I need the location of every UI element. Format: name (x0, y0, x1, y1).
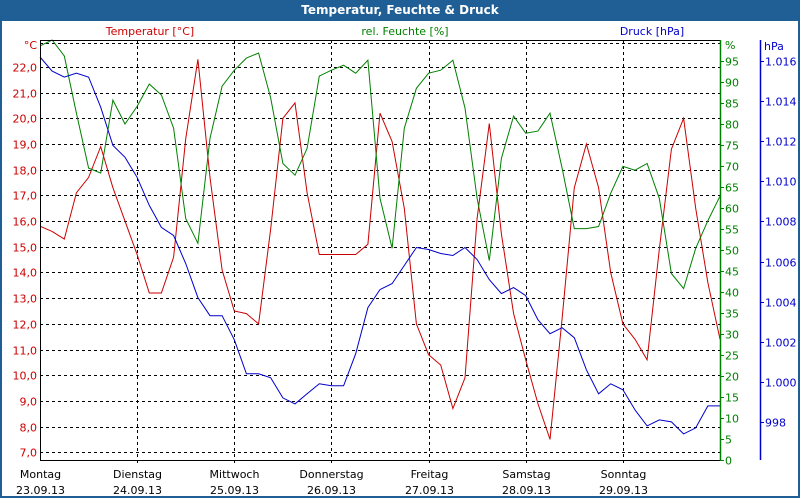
humidity-tick-label: 35 (725, 308, 739, 321)
x-tick-date-label: 25.09.13 (210, 484, 259, 497)
temperature-tick-label: 11,0 (13, 345, 38, 358)
temperature-tick-label: 18,0 (13, 165, 38, 178)
humidity-tick-label: 65 (725, 182, 739, 195)
humidity-unit-label: % (725, 39, 735, 52)
x-tick-day-label: Mittwoch (210, 468, 260, 481)
x-tick-date-label: 23.09.13 (16, 484, 65, 497)
temperature-tick-label: 17,0 (13, 190, 38, 203)
humidity-tick-label: 30 (725, 329, 739, 342)
humidity-tick-label: 5 (725, 434, 732, 447)
x-tick-day-label: Freitag (411, 468, 449, 481)
pressure-tick-label: 1.012 (765, 136, 797, 149)
humidity-axis-title: rel. Feuchte [%] (361, 25, 448, 38)
humidity-tick-label: 45 (725, 266, 739, 279)
temperature-tick-label: 21,0 (13, 88, 38, 101)
temperature-tick-label: 13,0 (13, 293, 38, 306)
temperature-tick-label: 10,0 (13, 370, 38, 383)
humidity-tick-label: 90 (725, 77, 739, 90)
series-line-pressure (39, 56, 720, 435)
temperature-tick-label: 8,0 (20, 422, 38, 435)
x-tick-date-label: 28.09.13 (502, 484, 551, 497)
pressure-unit-label: hPa (764, 40, 784, 53)
temperature-tick-label: 12,0 (13, 319, 38, 332)
x-tick-date-label: 24.09.13 (113, 484, 162, 497)
x-tick-date-label: 27.09.13 (405, 484, 454, 497)
temperature-tick-label: 7,0 (20, 447, 38, 460)
temperature-tick-label: 20,0 (13, 113, 38, 126)
pressure-tick-label: 1.008 (765, 216, 797, 229)
series-line-temperature (39, 59, 721, 440)
temperature-tick-label: 22,0 (13, 62, 38, 75)
humidity-tick-label: 85 (725, 98, 739, 111)
humidity-tick-label: 80 (725, 119, 739, 132)
humidity-tick-label: 20 (725, 371, 739, 384)
x-tick-day-label: Sonntag (601, 468, 647, 481)
humidity-tick-label: 0 (725, 455, 732, 468)
x-tick-day-label: Donnerstag (299, 468, 363, 481)
window-title: Temperatur, Feuchte & Druck (0, 0, 800, 21)
humidity-tick-label: 95 (725, 56, 739, 69)
x-tick-day-label: Dienstag (113, 468, 162, 481)
x-tick-day-label: Montag (20, 468, 61, 481)
pressure-tick-label: 1.014 (765, 96, 797, 109)
temperature-axis-title: Temperatur [°C] (105, 25, 194, 38)
temperature-tick-label: 14,0 (13, 267, 38, 280)
humidity-tick-label: 15 (725, 392, 739, 405)
pressure-tick-label: 1.006 (765, 257, 797, 270)
x-tick-day-label: Samstag (502, 468, 550, 481)
humidity-tick-label: 75 (725, 140, 739, 153)
pressure-tick-label: 1.004 (765, 297, 797, 310)
temperature-tick-label: 19,0 (13, 139, 38, 152)
x-tick-date-label: 29.09.13 (599, 484, 648, 497)
humidity-tick-label: 10 (725, 413, 739, 426)
humidity-tick-label: 55 (725, 224, 739, 237)
humidity-tick-label: 40 (725, 287, 739, 300)
pressure-tick-label: 1.000 (765, 377, 797, 390)
humidity-tick-label: 50 (725, 245, 739, 258)
x-tick-date-label: 26.09.13 (307, 484, 356, 497)
temperature-unit-label: °C (24, 39, 38, 52)
temperature-tick-label: 15,0 (13, 242, 38, 255)
pressure-tick-label: 998 (765, 417, 786, 430)
pressure-axis-title: Druck [hPa] (620, 25, 684, 38)
pressure-tick-label: 1.002 (765, 337, 797, 350)
pressure-tick-label: 1.016 (765, 56, 797, 69)
humidity-tick-label: 70 (725, 161, 739, 174)
temperature-tick-label: 9,0 (20, 396, 38, 409)
humidity-tick-label: 60 (725, 203, 739, 216)
pressure-tick-label: 1.010 (765, 176, 797, 189)
series-line-humidity (39, 39, 721, 290)
humidity-tick-label: 25 (725, 350, 739, 363)
temperature-tick-label: 16,0 (13, 216, 38, 229)
